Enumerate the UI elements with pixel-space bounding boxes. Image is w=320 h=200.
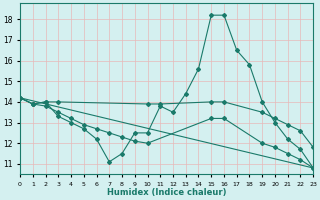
X-axis label: Humidex (Indice chaleur): Humidex (Indice chaleur) bbox=[107, 188, 226, 197]
